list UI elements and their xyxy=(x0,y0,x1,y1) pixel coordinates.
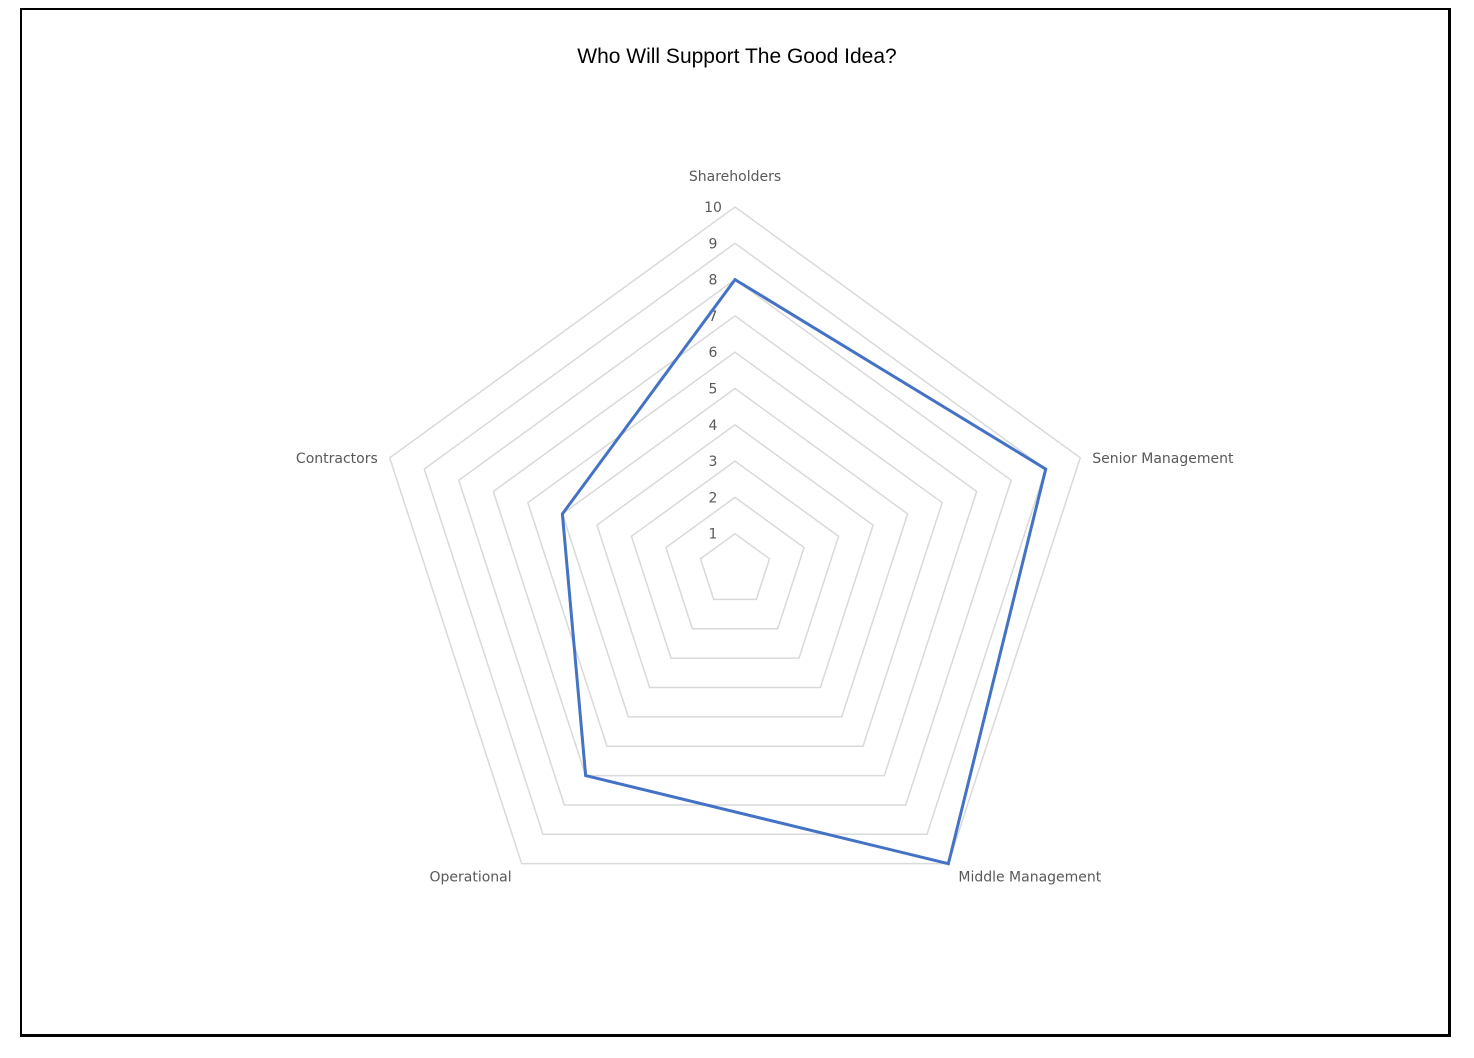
tick-label: 9 xyxy=(709,236,718,252)
grid-ring-2 xyxy=(665,496,805,630)
chart-title: Who Will Support The Good Idea? xyxy=(577,45,897,68)
tick-label: 5 xyxy=(709,382,718,398)
grid-ring-4 xyxy=(596,423,874,689)
grid-ring-3 xyxy=(630,460,840,659)
grid-ring-7 xyxy=(492,314,978,777)
tick-label: 1 xyxy=(709,527,718,543)
category-label: Shareholders xyxy=(689,169,781,185)
tick-label: 7 xyxy=(709,309,718,325)
tick-label: 2 xyxy=(709,490,718,506)
category-label: Operational xyxy=(429,870,511,886)
category-labels: Shareholders Senior Management Middle Mana… xyxy=(296,169,1234,886)
category-label: Senior Management xyxy=(1092,451,1234,467)
series-line xyxy=(560,277,1048,866)
category-label: Contractors xyxy=(296,451,378,467)
grid-ring-10 xyxy=(388,206,1082,865)
grid-ring-9 xyxy=(423,242,1047,836)
grid-ring-5 xyxy=(561,387,909,718)
grid-ring-8 xyxy=(457,278,1013,806)
category-label: Middle Management xyxy=(958,870,1101,886)
grid-ring-6 xyxy=(526,351,944,747)
tick-label: 8 xyxy=(709,273,718,289)
grid-ring-1 xyxy=(699,532,771,601)
chart-frame xyxy=(20,8,1451,1037)
series-layer xyxy=(560,277,1048,866)
tick-label: 4 xyxy=(709,418,718,434)
radar-grid xyxy=(388,206,1082,865)
radial-tick-labels: 1 2 3 4 5 6 7 8 9 10 xyxy=(704,200,722,543)
tick-label: 3 xyxy=(709,454,718,470)
tick-label: 10 xyxy=(704,200,722,216)
tick-label: 6 xyxy=(709,345,718,361)
